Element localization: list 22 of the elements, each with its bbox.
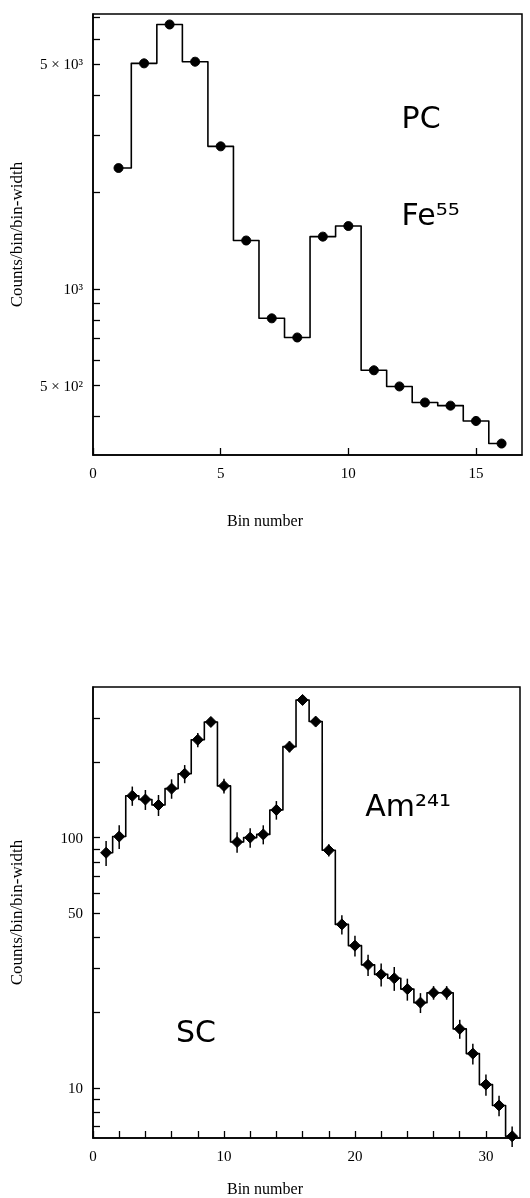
x-tick-label: 5 — [216, 464, 225, 481]
x-tick-label: 0 — [89, 1147, 97, 1164]
y-tick-label: 100 — [60, 829, 83, 846]
x-tick-label: 15 — [468, 464, 484, 481]
x-tick-label: 30 — [478, 1147, 494, 1164]
x-tick-label: 0 — [89, 464, 97, 481]
y-tick-label: 10 — [68, 1079, 83, 1096]
y-axis-title: Counts/bin/bin-width — [7, 839, 26, 986]
x-tick-label: 10 — [340, 464, 356, 481]
x-axis-title: Bin number — [227, 511, 304, 529]
y-tick-label: 5 × 10² — [40, 377, 84, 394]
annotation: Am²⁴¹ — [365, 788, 452, 824]
y-axis-title: Counts/bin/bin-width — [7, 161, 26, 308]
annotation: Fe⁵⁵ — [401, 196, 460, 232]
annotation: PC — [401, 99, 441, 135]
x-tick-label: 10 — [216, 1147, 232, 1164]
x-tick-label: 20 — [347, 1147, 363, 1164]
annotation: SC — [176, 1013, 216, 1049]
x-axis-title: Bin number — [227, 1179, 304, 1197]
y-tick-label: 50 — [68, 904, 83, 921]
y-tick-label: 10³ — [63, 280, 84, 297]
y-tick-label: 5 × 10³ — [40, 56, 84, 73]
